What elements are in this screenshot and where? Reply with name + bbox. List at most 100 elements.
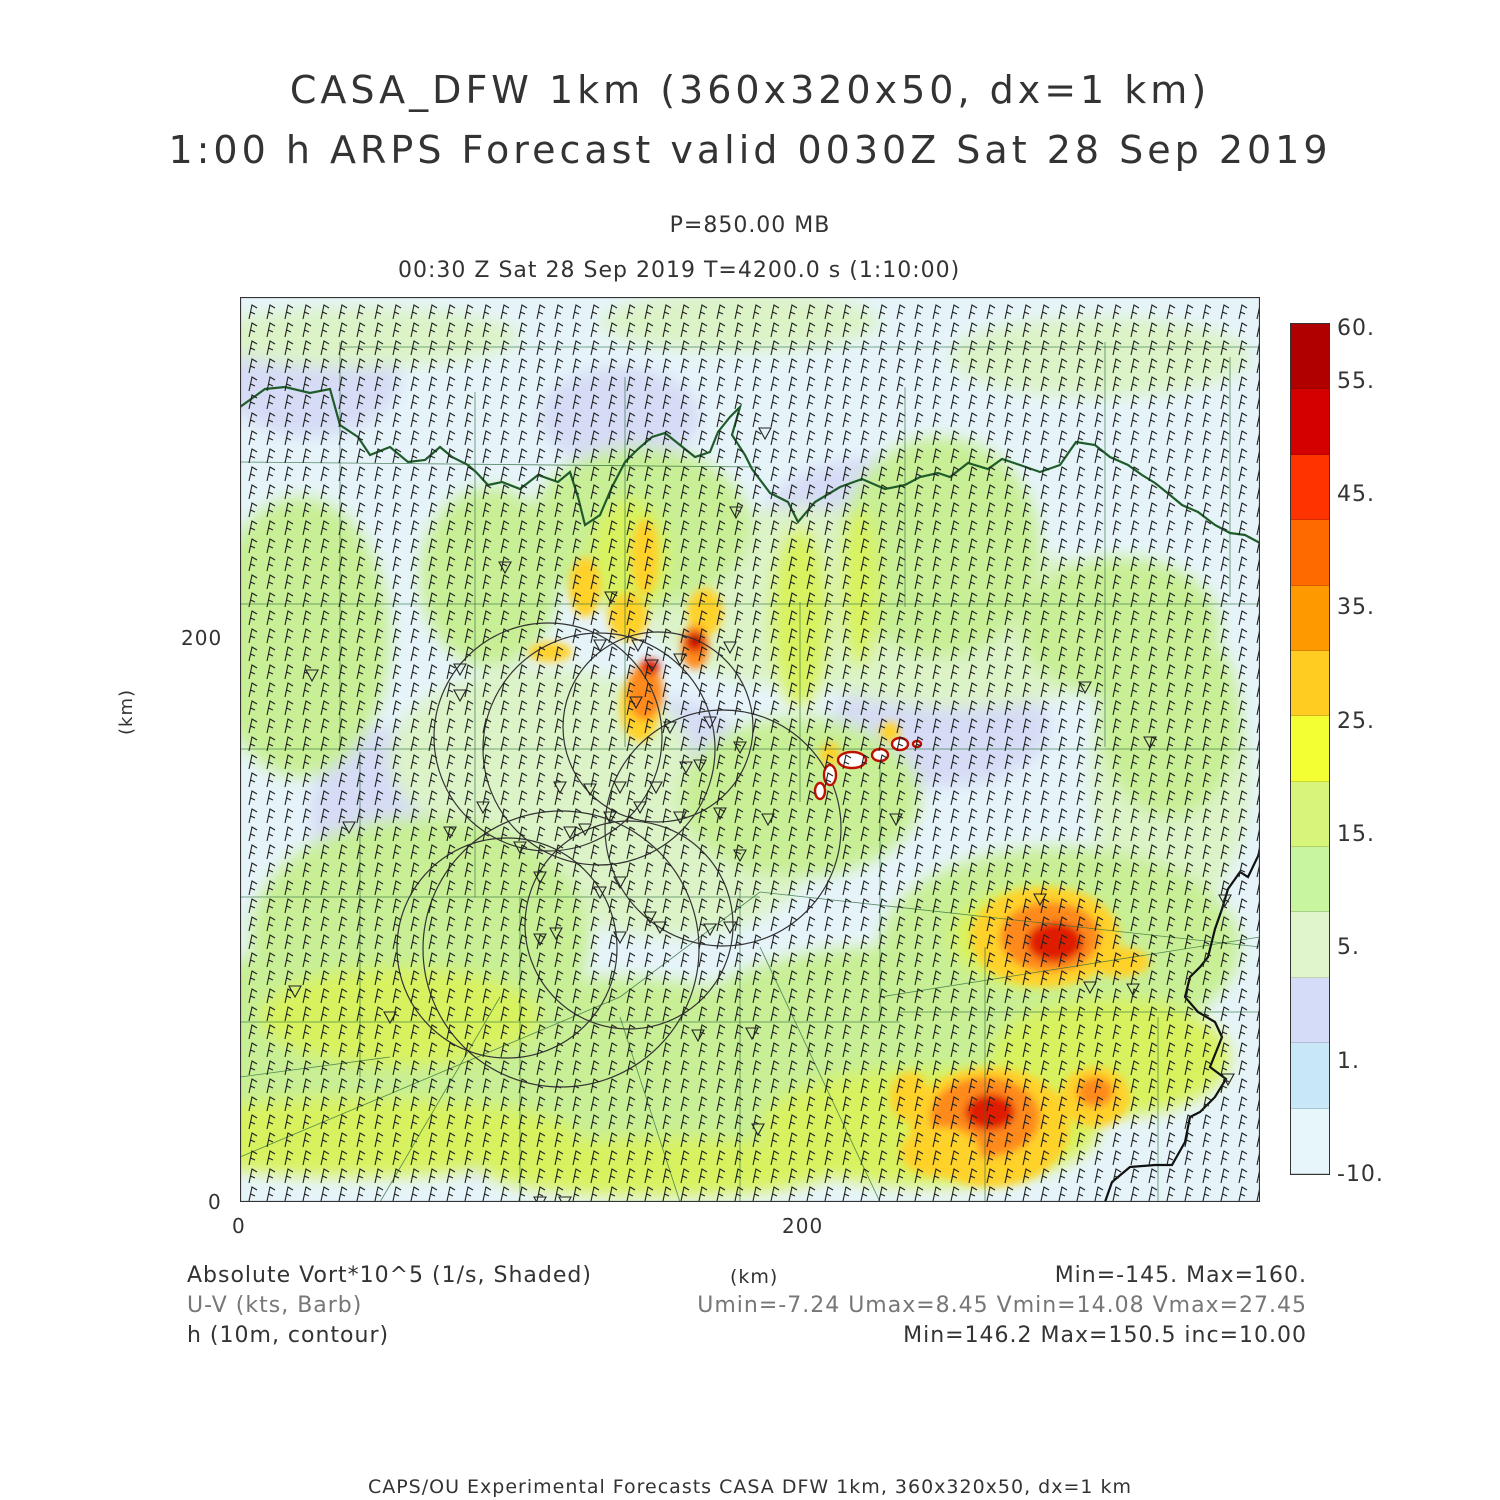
vorticity-core xyxy=(569,557,601,617)
colorbar-segment xyxy=(1291,781,1329,847)
x-tick-200: 200 xyxy=(782,1214,824,1238)
county-line xyxy=(879,936,1260,998)
county-line xyxy=(240,996,621,1158)
radar-site-icon xyxy=(761,813,775,827)
radar-site-icon xyxy=(476,801,490,815)
colorbar-label-minus10: -10. xyxy=(1337,1162,1384,1187)
vorticity-region xyxy=(540,367,700,467)
colorbar-label-55: 55. xyxy=(1337,369,1375,394)
storm-contour xyxy=(870,747,890,763)
radar-site-icon xyxy=(1083,981,1097,995)
radar-site-icon xyxy=(1126,983,1140,997)
storm-contour xyxy=(890,736,910,752)
county-line xyxy=(240,461,761,468)
colorbar-label-45: 45. xyxy=(1337,482,1375,507)
radar-site-icon xyxy=(733,849,747,863)
county-line xyxy=(379,996,501,1202)
vorticity-core xyxy=(965,1094,1015,1130)
vorticity-core xyxy=(631,519,659,595)
colorbar-label-25: 25. xyxy=(1337,709,1375,734)
radar-site-icon xyxy=(558,1196,572,1202)
vorticity-core xyxy=(1027,922,1083,962)
radar-site-icon xyxy=(729,506,743,520)
radar-site-icon xyxy=(673,811,687,825)
colorbar-segment xyxy=(1291,912,1329,978)
colorbar-segment xyxy=(1291,977,1329,1044)
color-scale-bar xyxy=(1290,323,1330,1175)
colorbar-segment xyxy=(1291,520,1329,586)
pressure-level: P=850.00 MB xyxy=(669,213,831,238)
colorbar-segment xyxy=(1291,716,1329,782)
shaded-range: Min=-145. Max=160. xyxy=(1054,1263,1307,1288)
radar-site-icon xyxy=(643,911,657,925)
colorbar-segment xyxy=(1291,1108,1329,1174)
radar-site-icon xyxy=(533,933,547,947)
radar-site-icon xyxy=(673,653,687,667)
radar-site-icon xyxy=(563,826,577,840)
footer-credit: CAPS/OU Experimental Forecasts CASA DFW … xyxy=(367,1476,1133,1498)
colorbar-segment xyxy=(1291,585,1329,651)
radar-site-icon xyxy=(613,876,627,890)
radar-site-icon xyxy=(533,871,547,885)
wind-range: Umin=-7.24 Umax=8.45 Vmin=14.08 Vmax=27.… xyxy=(697,1293,1307,1318)
radar-site-icon xyxy=(758,427,772,441)
storm-contour xyxy=(836,750,868,770)
radar-site-icon xyxy=(1143,736,1157,750)
radar-site-icon xyxy=(889,813,903,827)
radar-site-icon xyxy=(691,1029,705,1043)
radar-site-icon xyxy=(453,663,467,677)
vorticity-region xyxy=(840,437,1040,657)
vorticity-cores xyxy=(528,519,1150,1187)
radar-site-icon xyxy=(1033,893,1047,907)
colorbar-label-5: 5. xyxy=(1337,935,1360,960)
vorticity-region xyxy=(840,507,880,667)
radar-site-icon xyxy=(713,807,727,821)
radar-site-icon xyxy=(383,1011,397,1025)
vorticity-map xyxy=(240,297,1260,1202)
vorticity-region xyxy=(240,307,520,367)
vorticity-region xyxy=(240,497,390,777)
county-line xyxy=(759,946,881,1202)
radar-site-icon xyxy=(703,923,717,937)
contour-range: Min=146.2 Max=150.5 inc=10.00 xyxy=(903,1323,1307,1348)
map-frame xyxy=(240,297,1260,1202)
colorbar-label-60: 60. xyxy=(1337,316,1375,341)
colorbar-label-35: 35. xyxy=(1337,595,1375,620)
radar-site-icon xyxy=(578,823,592,837)
wind-barbs xyxy=(248,304,1260,1202)
radar-site-icon xyxy=(604,591,618,605)
colorbar-segment xyxy=(1291,847,1329,913)
radar-site-icon xyxy=(1218,894,1232,908)
vorticity-core xyxy=(627,664,663,720)
storm-contour xyxy=(813,781,827,801)
vorticity-core xyxy=(687,588,723,636)
radar-site-icon xyxy=(513,841,527,855)
radar-site-icon xyxy=(679,761,693,775)
radar-site-icon xyxy=(745,1027,759,1041)
colorbar-segment xyxy=(1291,324,1329,390)
radar-site-icon xyxy=(723,921,737,935)
colorbar-segment xyxy=(1291,1043,1329,1109)
radar-site-icon xyxy=(723,641,737,655)
radar-ring xyxy=(433,622,663,852)
plot-title-line1: CASA_DFW 1km (360x320x50, dx=1 km) xyxy=(289,68,1211,112)
vorticity-region xyxy=(950,317,1250,397)
county-line xyxy=(240,1056,391,1078)
radar-site-icon xyxy=(653,921,667,935)
radar-site-icon xyxy=(593,639,607,653)
radar-site-icon xyxy=(631,639,645,653)
colorbar-label-15: 15. xyxy=(1337,822,1375,847)
wind-barb-field xyxy=(248,304,1260,1202)
vorticity-core xyxy=(528,642,572,662)
radar-ring xyxy=(396,837,618,1059)
radar-site-icon xyxy=(703,716,717,730)
legend-shaded-field: Absolute Vort*10^5 (1/s, Shaded) xyxy=(187,1263,592,1288)
vorticity-core xyxy=(900,1127,980,1177)
vorticity-core xyxy=(608,593,648,641)
radar-site-icon xyxy=(533,1196,547,1202)
y-tick-0: 0 xyxy=(208,1190,222,1214)
state-border-red-river xyxy=(240,385,1260,544)
vorticity-region xyxy=(260,967,540,1067)
vorticity-core xyxy=(1090,947,1150,977)
legend-barb-field: U-V (kts, Barb) xyxy=(187,1293,363,1318)
